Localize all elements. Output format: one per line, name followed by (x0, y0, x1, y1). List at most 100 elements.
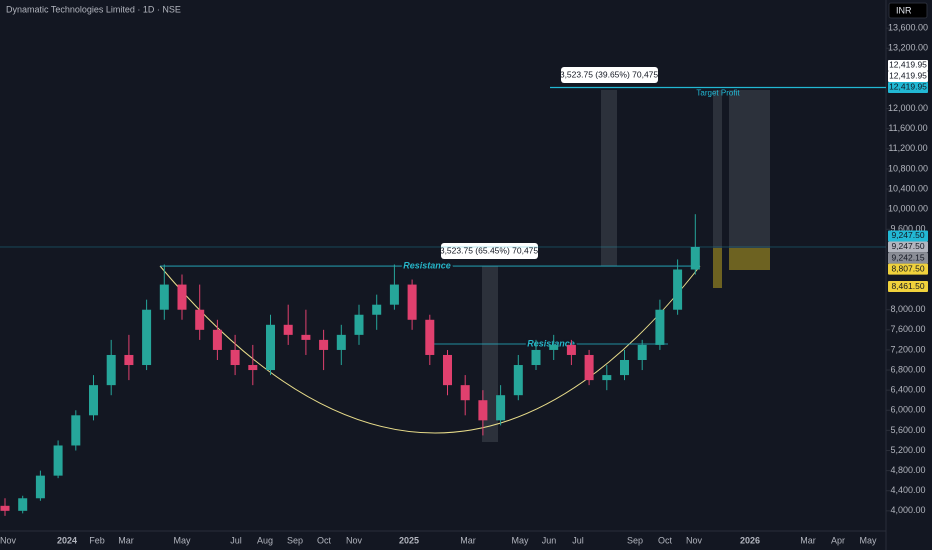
candle-body (496, 395, 506, 421)
y-tick-label: 10,000.00 (888, 204, 928, 214)
y-tick-label: 11,600.00 (888, 123, 927, 133)
candle-body (673, 269, 683, 310)
candle-body (283, 324, 293, 335)
position-stop (713, 248, 722, 288)
measure-label: 3,523.75 (65.45%) 70,475 (440, 245, 539, 255)
x-tick-label: Nov (346, 535, 363, 545)
x-tick-label: 2026 (740, 535, 760, 545)
y-tick-label: 13,600.00 (888, 23, 928, 33)
candle-body (71, 415, 81, 446)
x-tick-label: Aug (257, 535, 273, 545)
position-target (729, 90, 770, 248)
y-tick-label: 4,000.00 (890, 505, 925, 515)
price-tag-label: 12,419.95 (889, 60, 927, 70)
candle-body (18, 498, 28, 511)
price-tag (888, 70, 928, 82)
candle-body (159, 284, 169, 310)
position-stop (729, 248, 770, 270)
x-tick-label: Jul (572, 535, 584, 545)
measure-label: 3,523.75 (39.65%) 70,475 (560, 69, 659, 79)
candle-body (425, 319, 435, 355)
x-tick-label: May (511, 535, 529, 545)
price-tag-label: 9,247.50 (891, 241, 924, 251)
candle-body (266, 324, 275, 371)
candle-body (354, 314, 364, 335)
x-tick-label: Mar (118, 535, 134, 545)
y-tick-label: 8,000.00 (890, 304, 925, 314)
currency-button[interactable] (888, 2, 928, 19)
price-tag (888, 59, 928, 71)
candle-body (655, 309, 665, 345)
y-tick-label: 5,200.00 (890, 445, 925, 455)
y-tick-label: 7,200.00 (890, 344, 925, 354)
candle-body (690, 246, 700, 270)
y-tick-label: 10,400.00 (888, 183, 928, 193)
candle-body (212, 329, 222, 350)
candle-body (230, 349, 240, 366)
candle-body (513, 365, 523, 396)
y-tick-label: 6,000.00 (890, 405, 925, 415)
candle-body (248, 365, 258, 371)
y-tick-label: 9,600.00 (890, 224, 925, 234)
candle-body (319, 339, 329, 350)
chart-title: Dynamatic Technologies Limited · 1D · NS… (6, 4, 181, 14)
candle-body (443, 354, 452, 386)
y-tick-label: 4,400.00 (890, 485, 925, 495)
x-tick-label: Oct (317, 535, 332, 545)
candle-body (106, 354, 116, 386)
candle-body (531, 349, 541, 366)
x-tick-label: 2024 (57, 535, 77, 545)
candle-body (372, 304, 382, 315)
candle-body (0, 505, 10, 511)
y-tick-label: 12,000.00 (888, 103, 928, 113)
price-tag (888, 281, 928, 293)
x-tick-label: Mar (800, 535, 816, 545)
y-tick-label: 13,200.00 (888, 43, 928, 53)
target-label: Target Profit (696, 89, 740, 98)
price-tag (888, 241, 928, 253)
price-tag-label: 12,419.95 (889, 82, 927, 92)
price-tag-label: 9,247.50 (891, 230, 924, 240)
x-tick-label: Nov (686, 535, 703, 545)
candle-body (620, 360, 629, 376)
y-tick-label: 7,600.00 (890, 324, 925, 334)
candle-body (89, 385, 98, 416)
price-tag-label: 8,807.50 (891, 263, 924, 273)
candle-body (407, 284, 417, 320)
x-tick-label: Sep (287, 535, 303, 545)
y-tick-label: 6,400.00 (890, 385, 925, 395)
resistance-label: Resistance (527, 338, 575, 348)
candle-body (566, 344, 576, 355)
candle-body (336, 334, 346, 350)
x-tick-label: Apr (831, 535, 845, 545)
resistance-label: Resistance (403, 260, 451, 270)
x-tick-label: Sep (627, 535, 643, 545)
measure-label-box (561, 67, 658, 83)
price-tag (888, 230, 928, 242)
price-tag-label: 12,419.95 (889, 71, 927, 81)
currency-label: INR (896, 5, 912, 15)
price-tag (888, 81, 928, 93)
x-tick-label: Mar (460, 535, 476, 545)
measure-box (601, 90, 617, 266)
candle-body (53, 445, 63, 476)
price-tag-label: 9,242.15 (891, 253, 924, 263)
candle-body (549, 344, 559, 350)
price-tag-label: 8,461.50 (891, 281, 924, 291)
x-tick-label: May (859, 535, 877, 545)
y-tick-label: 4,800.00 (890, 465, 925, 475)
y-tick-label: 11,200.00 (888, 143, 927, 153)
x-tick-label: Oct (658, 535, 673, 545)
candle-body (478, 400, 488, 421)
x-tick-label: Nov (0, 535, 16, 545)
cup-curve (159, 265, 701, 434)
candle-body (460, 385, 470, 401)
candle-body (177, 284, 187, 310)
x-tick-label: 2025 (399, 535, 419, 545)
x-tick-label: Jun (542, 535, 557, 545)
position-target (713, 90, 722, 248)
y-tick-label: 5,600.00 (890, 425, 925, 435)
candle-body (301, 334, 311, 340)
